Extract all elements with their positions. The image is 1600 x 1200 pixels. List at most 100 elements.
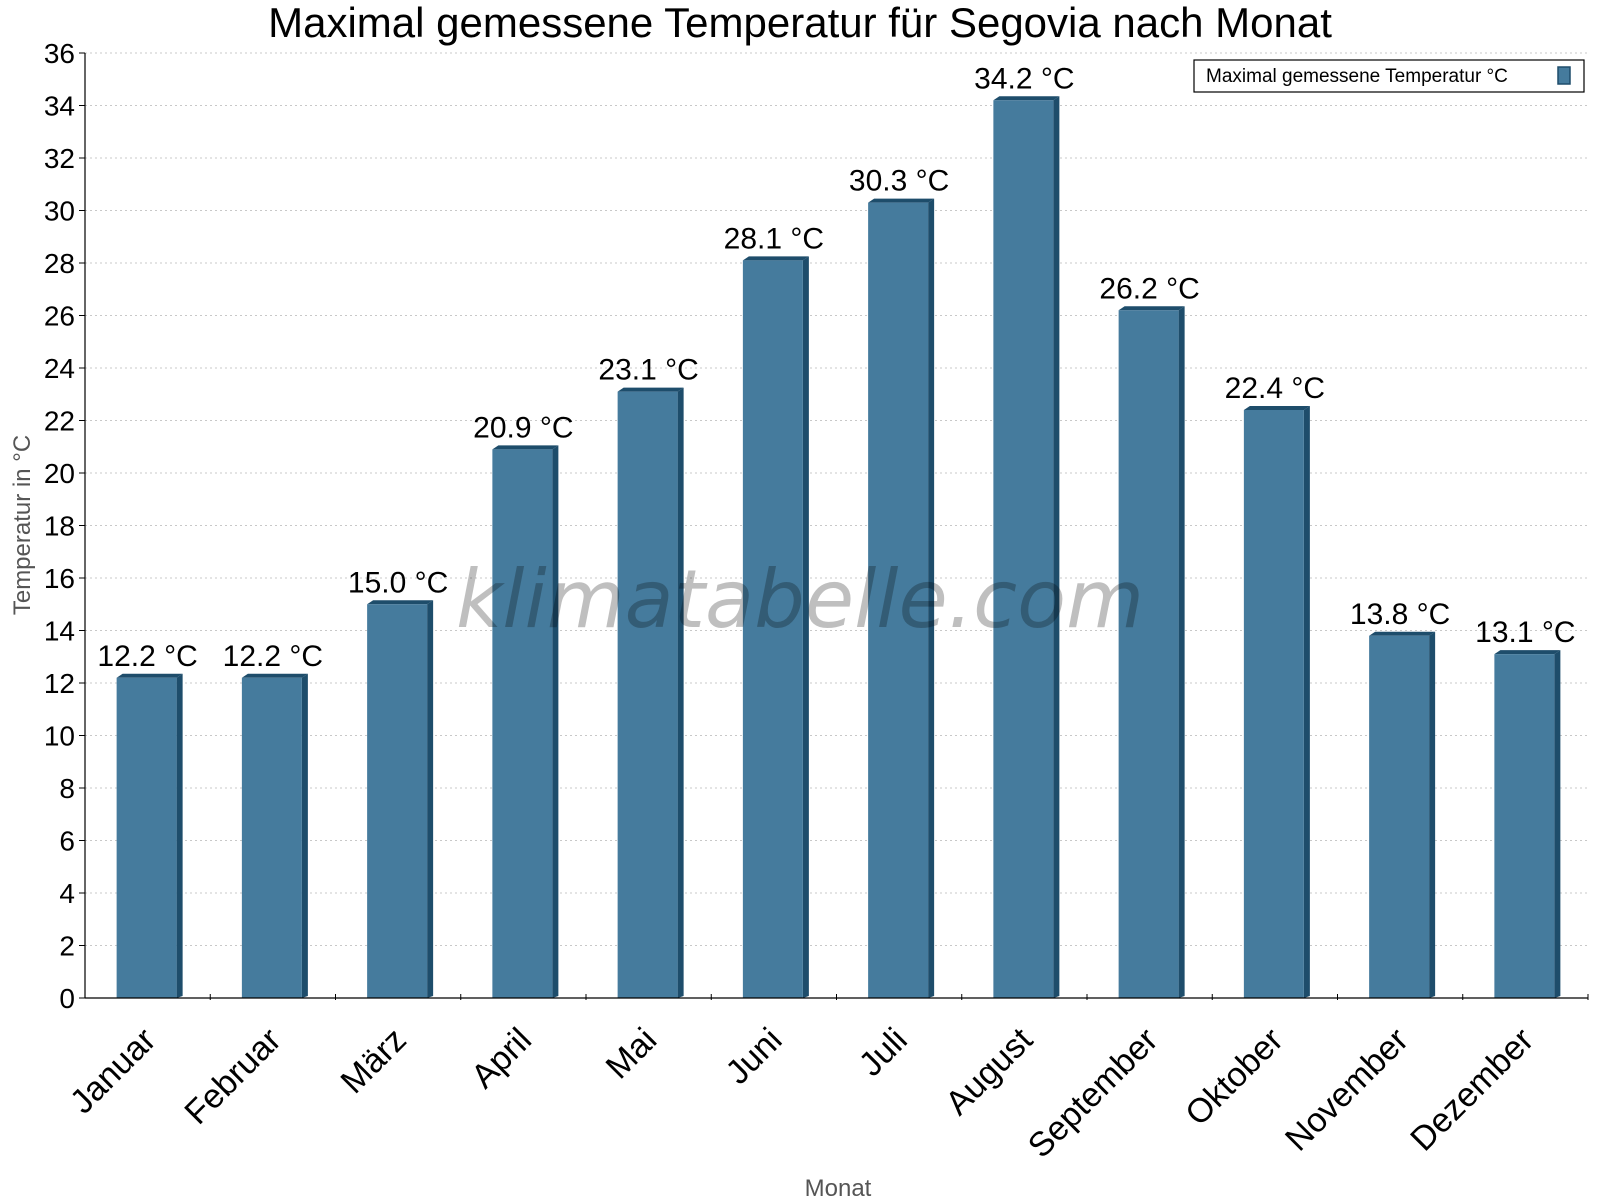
- bar-side: [1554, 650, 1561, 998]
- bar-side: [1303, 406, 1310, 998]
- bar-april: [492, 445, 559, 998]
- y-tick-label: 30: [44, 196, 75, 227]
- bar-front: [1369, 635, 1430, 998]
- x-tick-label: Dezember: [1403, 1021, 1541, 1159]
- bar-side: [928, 198, 935, 998]
- data-label: 15.0 °C: [348, 566, 448, 599]
- bar-top: [993, 96, 1060, 101]
- y-tick-label: 36: [44, 38, 75, 69]
- y-tick-label: 6: [59, 826, 75, 857]
- bar-front: [742, 260, 803, 998]
- bar-top: [492, 445, 559, 450]
- y-tick-label: 22: [44, 406, 75, 437]
- bar-top: [116, 673, 183, 678]
- data-label: 13.8 °C: [1350, 598, 1450, 631]
- bars: [116, 96, 1561, 998]
- bar-juli: [868, 198, 935, 998]
- y-tick-label: 26: [44, 301, 75, 332]
- x-tick-label: Januar: [63, 1021, 163, 1121]
- data-label: 20.9 °C: [473, 411, 573, 444]
- bar-november: [1369, 631, 1436, 998]
- bar-side: [1178, 306, 1185, 998]
- bar-side: [176, 673, 183, 998]
- gridlines: [85, 52, 1588, 946]
- bar-februar: [241, 673, 308, 998]
- data-label: 13.1 °C: [1475, 616, 1575, 649]
- bar-side: [1429, 631, 1436, 998]
- y-tick-label: 8: [59, 773, 75, 804]
- data-label: 26.2 °C: [1099, 272, 1199, 305]
- x-tick-label: September: [1021, 1021, 1165, 1165]
- bar-side: [802, 256, 809, 998]
- bar-top: [367, 600, 434, 605]
- data-label: 34.2 °C: [974, 62, 1074, 95]
- legend-swatch: [1557, 66, 1571, 85]
- bar-märz: [367, 600, 434, 998]
- legend-box: [1193, 59, 1585, 93]
- bar-top: [1243, 406, 1310, 410]
- bar-side: [552, 445, 559, 998]
- y-tick-label: 28: [44, 248, 75, 279]
- x-tick-label: August: [938, 1020, 1040, 1122]
- bar-august: [993, 96, 1060, 998]
- bar-top: [617, 387, 684, 392]
- bar-front: [993, 100, 1054, 998]
- x-axis-ticks: Januar Februar März April Mai Juni Juli AugustS…: [63, 994, 1589, 1165]
- x-tick-label: April: [464, 1021, 539, 1096]
- bar-oktober: [1243, 406, 1310, 998]
- x-tick-label: Juli: [852, 1021, 915, 1084]
- bar-top: [1369, 631, 1436, 636]
- bar-mai: [617, 387, 684, 998]
- data-label: 28.1 °C: [724, 222, 824, 255]
- bar-side: [427, 600, 434, 998]
- y-tick-label: 34: [44, 91, 75, 122]
- x-tick-label: Juni: [719, 1021, 790, 1092]
- watermark: klimatabelle.com: [456, 553, 1144, 646]
- x-tick-label: März: [333, 1021, 413, 1101]
- bar-front: [241, 677, 302, 998]
- y-tick-label: 24: [44, 353, 75, 384]
- bar-front: [868, 202, 929, 998]
- y-tick-label: 18: [44, 511, 75, 542]
- x-tick-label: Oktober: [1178, 1021, 1290, 1133]
- bar-front: [1494, 654, 1555, 998]
- y-tick-label: 2: [59, 931, 75, 962]
- data-label: 22.4 °C: [1225, 372, 1325, 405]
- y-tick-label: 4: [59, 878, 75, 909]
- bar-top: [868, 198, 935, 203]
- data-labels: 12.2 °C 12.2 °C 15.0 °C 20.9 °C 23.1 °C 28.1 …: [97, 62, 1575, 673]
- bar-front: [116, 677, 177, 998]
- data-label: 30.3 °C: [849, 165, 949, 198]
- data-label: 12.2 °C: [223, 640, 323, 673]
- x-tick-label: Februar: [177, 1021, 288, 1132]
- y-tick-label: 10: [44, 721, 75, 752]
- data-label: 23.1 °C: [598, 354, 698, 387]
- data-label: 12.2 °C: [97, 640, 197, 673]
- bar-top: [1118, 306, 1185, 311]
- bar-top: [742, 256, 809, 261]
- bar-september: [1118, 306, 1185, 998]
- y-tick-label: 32: [44, 143, 75, 174]
- bar-top: [241, 673, 308, 678]
- chart-title: Maximal gemessene Temperatur für Segovia…: [268, 0, 1332, 46]
- bar-front: [492, 449, 553, 998]
- bar-juni: [742, 256, 809, 998]
- x-axis-label: Monat: [805, 1175, 872, 1200]
- bar-side: [677, 387, 684, 998]
- bar-front: [1118, 310, 1179, 998]
- bar-side: [1053, 96, 1060, 998]
- bar-januar: [116, 673, 183, 998]
- legend-label: Maximal gemessene Temperatur °C: [1206, 66, 1508, 87]
- y-tick-label: 14: [44, 616, 75, 647]
- bar-front: [617, 391, 678, 998]
- bar-top: [1494, 650, 1561, 655]
- y-axis-label: Temperatur in °C: [9, 435, 36, 615]
- legend: Maximal gemessene Temperatur °C: [1193, 59, 1585, 93]
- y-tick-label: 12: [44, 668, 75, 699]
- bar-side: [301, 673, 308, 998]
- y-tick-label: 20: [44, 458, 75, 489]
- bar-front: [1243, 410, 1304, 998]
- bar-front: [367, 604, 428, 998]
